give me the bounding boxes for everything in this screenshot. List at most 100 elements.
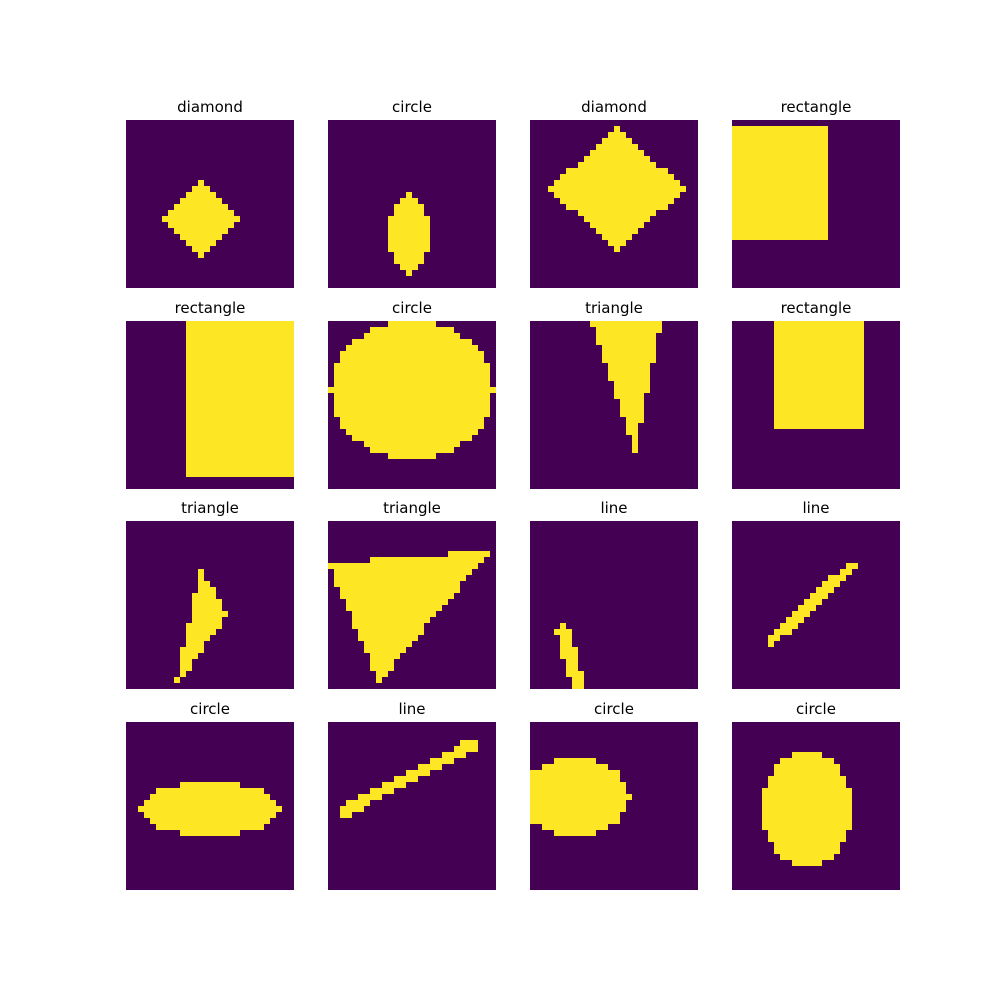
shape-pixel bbox=[346, 357, 353, 364]
shape-pixel bbox=[270, 363, 277, 370]
shape-pixel bbox=[442, 758, 449, 765]
shape-pixel bbox=[810, 842, 817, 849]
shape-pixel bbox=[798, 132, 805, 139]
shape-pixel bbox=[602, 156, 609, 163]
shape-pixel bbox=[560, 794, 567, 801]
shape-pixel bbox=[644, 363, 651, 370]
shape-pixel bbox=[834, 794, 841, 801]
shape-pixel bbox=[222, 471, 229, 478]
shape-pixel bbox=[792, 860, 799, 867]
shape-pixel bbox=[192, 447, 199, 454]
shape-pixel bbox=[334, 581, 341, 588]
shape-pixel bbox=[768, 794, 775, 801]
shape-pixel bbox=[798, 156, 805, 163]
shape-pixel bbox=[810, 836, 817, 843]
shape-pixel bbox=[596, 198, 603, 205]
shape-pixel bbox=[370, 417, 377, 424]
shape-pixel bbox=[234, 459, 241, 466]
shape-pixel bbox=[620, 234, 627, 241]
shape-pixel bbox=[590, 222, 597, 229]
shape-pixel bbox=[174, 794, 181, 801]
shape-pixel bbox=[376, 399, 383, 406]
shape-pixel bbox=[738, 216, 745, 223]
shape-pixel bbox=[418, 228, 425, 235]
shape-pixel bbox=[198, 788, 205, 795]
shape-pixel bbox=[478, 351, 485, 358]
shape-pixel bbox=[798, 186, 805, 193]
shape-pixel bbox=[572, 800, 579, 807]
shape-pixel bbox=[472, 351, 479, 358]
shape-pixel bbox=[466, 551, 473, 558]
shape-pixel bbox=[418, 240, 425, 247]
shape-pixel bbox=[602, 144, 609, 151]
shape-pixel bbox=[412, 611, 419, 618]
shape-pixel bbox=[376, 339, 383, 346]
shape-pixel bbox=[738, 228, 745, 235]
shape-pixel bbox=[412, 399, 419, 406]
shape-pixel bbox=[448, 563, 455, 570]
shape-pixel bbox=[774, 788, 781, 795]
shape-pixel bbox=[548, 788, 555, 795]
shape-pixel bbox=[180, 216, 187, 223]
shape-pixel bbox=[460, 752, 467, 759]
shape-pixel bbox=[566, 758, 573, 765]
shape-pixel bbox=[246, 333, 253, 340]
shape-pixel bbox=[406, 234, 413, 241]
shape-pixel bbox=[774, 770, 781, 777]
shape-pixel bbox=[216, 782, 223, 789]
shape-pixel bbox=[804, 156, 811, 163]
shape-pixel bbox=[620, 150, 627, 157]
shape-pixel bbox=[542, 818, 549, 825]
shape-pixel bbox=[364, 375, 371, 382]
shape-pixel bbox=[436, 587, 443, 594]
shape-pixel bbox=[228, 812, 235, 819]
shape-pixel bbox=[258, 321, 265, 328]
shape-pixel bbox=[816, 156, 823, 163]
shape-pixel bbox=[608, 204, 615, 211]
shape-pixel bbox=[186, 453, 193, 460]
shape-pixel bbox=[542, 824, 549, 831]
shape-pixel bbox=[228, 800, 235, 807]
shape-pixel bbox=[436, 351, 443, 358]
shape-pixel bbox=[418, 617, 425, 624]
shape-pixel bbox=[376, 363, 383, 370]
shape-pixel bbox=[204, 411, 211, 418]
shape-pixel bbox=[436, 447, 443, 454]
shape-pixel bbox=[442, 575, 449, 582]
shape-pixel bbox=[246, 321, 253, 328]
shape-pixel bbox=[798, 393, 805, 400]
shape-pixel bbox=[756, 180, 763, 187]
shape-pixel bbox=[620, 339, 627, 346]
shape-image bbox=[328, 722, 496, 890]
shape-pixel bbox=[822, 800, 829, 807]
shape-pixel bbox=[584, 806, 591, 813]
shape-pixel bbox=[804, 611, 811, 618]
shape-pixel bbox=[578, 830, 585, 837]
shape-pixel bbox=[846, 800, 853, 807]
shape-pixel bbox=[566, 198, 573, 205]
shape-pixel bbox=[626, 138, 633, 145]
shape-pixel bbox=[418, 345, 425, 352]
shape-pixel bbox=[418, 351, 425, 358]
shape-pixel bbox=[352, 351, 359, 358]
shape-pixel bbox=[382, 441, 389, 448]
shape-pixel bbox=[400, 339, 407, 346]
shape-pixel bbox=[650, 198, 657, 205]
shape-pixel bbox=[804, 794, 811, 801]
shape-pixel bbox=[466, 351, 473, 358]
shape-pixel bbox=[756, 234, 763, 241]
shape-pixel bbox=[792, 168, 799, 175]
shape-pixel bbox=[276, 369, 283, 376]
shape-pixel bbox=[846, 794, 853, 801]
shape-pixel bbox=[352, 375, 359, 382]
shape-pixel bbox=[566, 647, 573, 654]
shape-pixel bbox=[204, 788, 211, 795]
shape-pixel bbox=[282, 345, 289, 352]
shape-panel: rectangle bbox=[732, 96, 900, 288]
shape-pixel bbox=[632, 144, 639, 151]
shape-pixel bbox=[786, 788, 793, 795]
shape-pixel bbox=[424, 770, 431, 777]
shape-pixel bbox=[620, 156, 627, 163]
shape-pixel bbox=[198, 824, 205, 831]
shape-pixel bbox=[454, 435, 461, 442]
